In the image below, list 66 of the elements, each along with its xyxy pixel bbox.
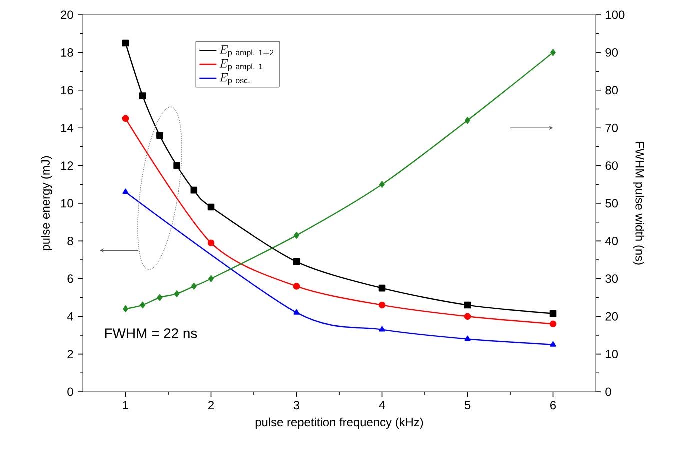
point: [122, 115, 130, 122]
point: [191, 283, 197, 290]
point: [550, 310, 557, 318]
y-tick-label: 18: [61, 48, 74, 57]
y2-tick-label: 80: [606, 86, 618, 95]
y2-tick-label: 50: [606, 199, 618, 208]
y-tick-label: 14: [61, 124, 74, 132]
y2-tick-label: 40: [605, 236, 618, 246]
point: [157, 294, 163, 302]
point: [122, 188, 129, 194]
y-tick-label: 2: [68, 350, 74, 358]
point: [123, 306, 128, 312]
y-axis-title: pulse energy (mJ): [41, 156, 52, 251]
y2-tick-label: 90: [606, 48, 618, 57]
point: [190, 186, 198, 194]
y2-tick-label: 100: [606, 10, 625, 20]
point: [378, 302, 386, 309]
legend-label: $E_{\mathrm{p\ ampl.\ 1}}$: [220, 60, 263, 72]
point: [379, 326, 386, 332]
point: [208, 240, 215, 246]
y-tick-label: 6: [68, 274, 74, 284]
annotation: FWHM = 22 ns: [105, 328, 198, 339]
point: [140, 302, 146, 309]
y-tick-label: 0: [68, 388, 74, 396]
point: [293, 258, 300, 266]
point: [465, 117, 470, 124]
point: [156, 132, 164, 140]
point: [139, 92, 146, 100]
point: [294, 309, 300, 315]
x-tick-label: 4: [379, 401, 386, 410]
y2-tick-label: 0: [606, 388, 612, 396]
y-tick-label: 16: [61, 86, 74, 95]
x-tick-label: 6: [550, 401, 556, 410]
x-tick-label: 5: [464, 401, 471, 410]
point: [174, 162, 180, 170]
x-tick-label: 3: [294, 401, 300, 410]
point: [550, 320, 557, 328]
point: [550, 49, 556, 56]
y2-tick-label: 60: [606, 162, 618, 170]
point: [464, 313, 472, 320]
y-tick-label: 12: [61, 162, 74, 170]
point: [208, 276, 214, 282]
y-tick-label: 4: [67, 312, 74, 321]
x-axis-title: pulse repetition frequency (kHz): [256, 418, 424, 429]
point: [293, 283, 300, 290]
y2-axis-title: FWHM pulse width (ns): [633, 142, 644, 265]
x-tick-label: 2: [208, 401, 214, 410]
point: [208, 204, 215, 211]
y-tick-label: 10: [61, 199, 74, 208]
point: [378, 284, 386, 292]
legend-label: $E_{\mathrm{p\ ampl.\ 1+2}}$: [220, 46, 274, 58]
point: [464, 336, 471, 342]
point: [294, 232, 300, 239]
point: [174, 290, 180, 298]
y2-tick-label: 10: [606, 350, 618, 359]
x-tick-label: 1: [123, 401, 128, 410]
y2-tick-label: 70: [606, 124, 618, 132]
point: [122, 40, 130, 47]
y2-tick-label: 20: [606, 312, 618, 321]
point: [380, 181, 385, 188]
y2-tick-label: 30: [606, 274, 618, 284]
y-tick-label: 8: [68, 236, 74, 246]
point: [464, 302, 472, 309]
point: [550, 341, 556, 347]
legend-label: $E_{\mathrm{p\ osc.}}$: [220, 74, 250, 86]
y-tick-label: 20: [61, 10, 74, 20]
